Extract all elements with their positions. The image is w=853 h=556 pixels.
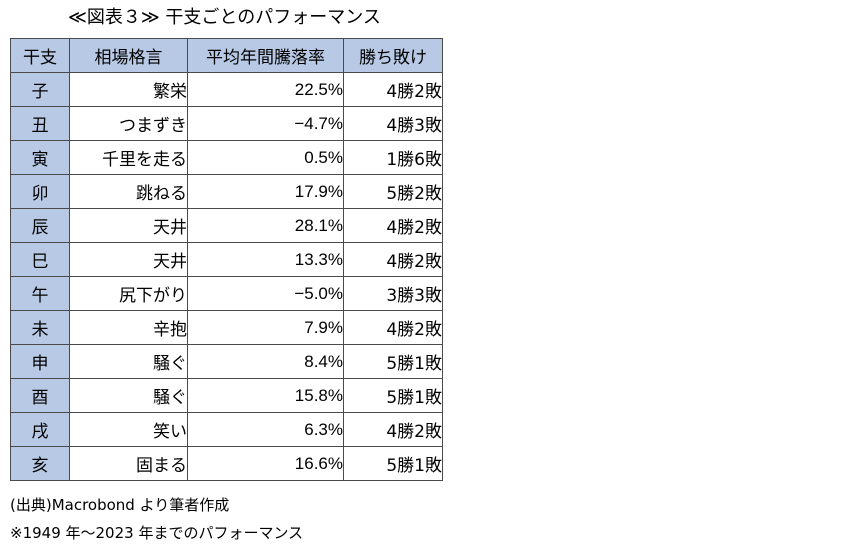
table-row: 辰天井 28.1% 4勝2敗 [10, 208, 443, 243]
win-loss-cell: 1勝6敗 [343, 140, 443, 175]
table-row: 寅千里を走る 0.5% 1勝6敗 [10, 140, 443, 175]
win-loss-cell: 3勝3敗 [343, 276, 443, 311]
saying-cell: 辛抱 [69, 310, 188, 345]
table-header-row: 干支 相場格言 平均年間騰落率 勝ち敗け [10, 38, 443, 73]
eto-cell: 戌 [10, 412, 70, 447]
column-header-win-loss: 勝ち敗け [343, 38, 443, 73]
eto-cell: 午 [10, 276, 70, 311]
table-row: 未辛抱 7.9% 4勝2敗 [10, 310, 443, 345]
rate-cell: 7.9% [187, 310, 344, 345]
eto-cell: 酉 [10, 378, 70, 413]
saying-cell: 固まる [69, 446, 188, 481]
period-note: ※1949 年～2023 年までのパフォーマンス [10, 524, 304, 542]
column-header-eto: 干支 [10, 38, 70, 73]
table-row: 戌笑い 6.3% 4勝2敗 [10, 412, 443, 447]
saying-cell: 繁栄 [69, 72, 188, 107]
eto-cell: 巳 [10, 242, 70, 277]
source-note: (出典)Macrobond より筆者作成 [10, 496, 230, 514]
table-row: 午尻下がり −5.0% 3勝3敗 [10, 276, 443, 311]
column-header-saying: 相場格言 [69, 38, 188, 73]
eto-cell: 子 [10, 72, 70, 107]
win-loss-cell: 4勝2敗 [343, 412, 443, 447]
saying-cell: 笑い [69, 412, 188, 447]
rate-cell: 16.6% [187, 446, 344, 481]
rate-cell: 15.8% [187, 378, 344, 413]
table-row: 卯跳ねる 17.9% 5勝2敗 [10, 174, 443, 209]
figure-title: ≪図表３≫ 干支ごとのパフォーマンス [68, 7, 381, 28]
saying-cell: 騒ぐ [69, 344, 188, 379]
eto-cell: 亥 [10, 446, 70, 481]
performance-table: 干支 相場格言 平均年間騰落率 勝ち敗け 子繁栄 22.5% 4勝2敗丑つまずき −4… [10, 38, 443, 481]
win-loss-cell: 5勝2敗 [343, 174, 443, 209]
column-header-rate: 平均年間騰落率 [187, 38, 344, 73]
saying-cell: 天井 [69, 242, 188, 277]
table-row: 子繁栄 22.5% 4勝2敗 [10, 72, 443, 107]
saying-cell: 跳ねる [69, 174, 188, 209]
table-row: 丑つまずき −4.7% 4勝3敗 [10, 106, 443, 141]
rate-cell: −5.0% [187, 276, 344, 311]
eto-cell: 辰 [10, 208, 70, 243]
rate-cell: 17.9% [187, 174, 344, 209]
win-loss-cell: 5勝1敗 [343, 344, 443, 379]
saying-cell: 千里を走る [69, 140, 188, 175]
rate-cell: −4.7% [187, 106, 344, 141]
table-row: 巳天井 13.3% 4勝2敗 [10, 242, 443, 277]
win-loss-cell: 4勝2敗 [343, 208, 443, 243]
table-row: 申騒ぐ 8.4% 5勝1敗 [10, 344, 443, 379]
win-loss-cell: 4勝2敗 [343, 310, 443, 345]
saying-cell: 天井 [69, 208, 188, 243]
win-loss-cell: 5勝1敗 [343, 378, 443, 413]
rate-cell: 0.5% [187, 140, 344, 175]
eto-cell: 丑 [10, 106, 70, 141]
win-loss-cell: 4勝2敗 [343, 242, 443, 277]
eto-cell: 未 [10, 310, 70, 345]
rate-cell: 8.4% [187, 344, 344, 379]
eto-cell: 寅 [10, 140, 70, 175]
rate-cell: 13.3% [187, 242, 344, 277]
rate-cell: 28.1% [187, 208, 344, 243]
saying-cell: 尻下がり [69, 276, 188, 311]
table-row: 酉騒ぐ 15.8% 5勝1敗 [10, 378, 443, 413]
eto-cell: 卯 [10, 174, 70, 209]
win-loss-cell: 4勝3敗 [343, 106, 443, 141]
saying-cell: つまずき [69, 106, 188, 141]
rate-cell: 22.5% [187, 72, 344, 107]
win-loss-cell: 5勝1敗 [343, 446, 443, 481]
saying-cell: 騒ぐ [69, 378, 188, 413]
rate-cell: 6.3% [187, 412, 344, 447]
win-loss-cell: 4勝2敗 [343, 72, 443, 107]
eto-cell: 申 [10, 344, 70, 379]
table-row: 亥固まる 16.6% 5勝1敗 [10, 446, 443, 481]
